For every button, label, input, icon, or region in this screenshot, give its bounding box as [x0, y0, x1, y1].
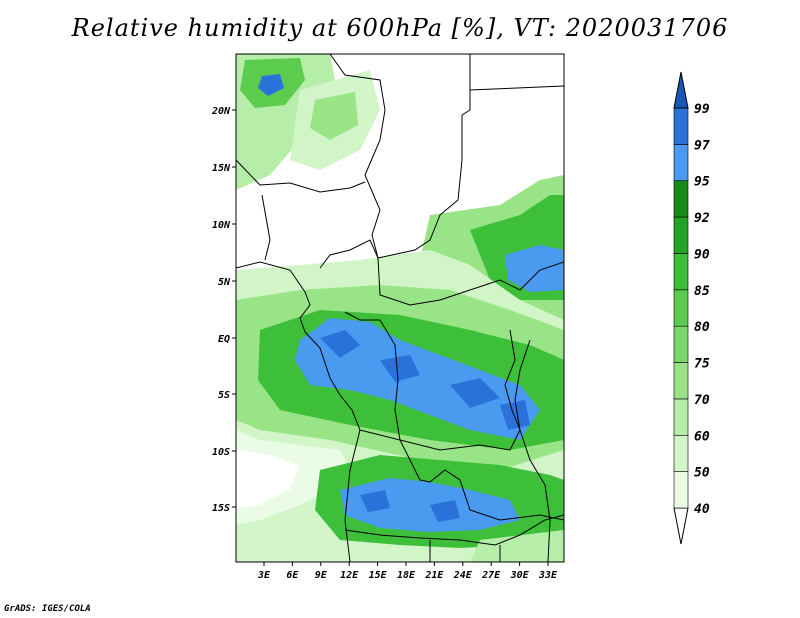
- lon-tick-label: 15E: [369, 570, 388, 581]
- border-congo: [344, 311, 531, 451]
- lon-tick-label: 3E: [257, 570, 271, 581]
- latitude-axis: 20N 15N 10N 5N EQ 5S 10S 15S: [211, 106, 236, 514]
- congo-wet-core: [295, 318, 540, 440]
- northwest-wet-spot: [258, 74, 284, 96]
- colorbar-60-70: [673, 398, 689, 436]
- colorbar-95-97: [673, 144, 689, 182]
- lon-tick-label: 12E: [340, 570, 359, 581]
- lat-tick-label: 10S: [212, 447, 230, 458]
- lon-tick-label: 30E: [510, 570, 530, 581]
- map-title: Relative humidity at 600hPa [%], VT: 202…: [71, 14, 729, 42]
- lat-tick-label: 15N: [212, 163, 231, 174]
- colorbar-level-label: 92: [694, 211, 710, 226]
- lon-tick-label: 21E: [424, 570, 444, 581]
- lon-tick-label: 18E: [397, 570, 416, 581]
- border-north-3: [236, 159, 366, 193]
- grads-credit: GrADS: IGES/COLA: [4, 604, 91, 614]
- lon-tick-label: 24E: [453, 570, 473, 581]
- colorbar-90-92: [673, 216, 689, 254]
- colorbar-70-75: [673, 362, 689, 400]
- colorbar-level-label: 80: [694, 320, 710, 335]
- colorbar-level-label: 90: [694, 247, 710, 262]
- lat-tick-label: 5N: [218, 277, 231, 288]
- border-east-lakes: [504, 329, 551, 562]
- lat-tick-label: EQ: [218, 334, 230, 345]
- colorbar-level-label: 95: [694, 175, 710, 190]
- lat-tick-label: 10N: [212, 220, 231, 231]
- congo-saturated-spots: [320, 330, 530, 430]
- colorbar-level-label: 99: [694, 102, 710, 117]
- colorbar-80-85: [673, 289, 689, 327]
- humidity-field: [236, 54, 564, 562]
- colorbar-75-80: [673, 325, 689, 363]
- colorbar-below-40: [673, 507, 689, 545]
- colorbar-level-label: 70: [694, 393, 710, 408]
- map-frame: [235, 53, 565, 563]
- lon-tick-label: 9E: [315, 570, 328, 581]
- colorbar-level-label: 97: [694, 138, 710, 153]
- colorbar-92-95: [673, 180, 689, 218]
- border-angola: [359, 429, 564, 521]
- north-central-moist-core: [310, 92, 358, 140]
- northeast-wet-cluster: [505, 245, 564, 292]
- colorbar-level-label: 60: [694, 429, 710, 444]
- lat-tick-label: 15S: [212, 503, 230, 514]
- country-borders: [236, 54, 564, 562]
- border-south: [344, 514, 564, 546]
- lat-tick-label: 5S: [218, 390, 230, 401]
- lon-tick-label: 33E: [538, 570, 558, 581]
- colorbar-97-99: [673, 107, 689, 145]
- colorbar-40-50: [673, 471, 689, 509]
- border-south-east: [429, 540, 501, 562]
- colorbar-50-60: [673, 434, 689, 472]
- colorbar-level-label: 50: [694, 466, 710, 481]
- colorbar: 40 50 60 70 75 80 85 90 92 95 97 99: [673, 71, 710, 545]
- border-car: [377, 257, 564, 306]
- colorbar-level-label: 40: [694, 502, 710, 517]
- southeast-light-area: [470, 530, 564, 562]
- border-nigeria: [261, 194, 379, 269]
- colorbar-level-label: 85: [694, 284, 710, 299]
- colorbar-above-99: [673, 71, 689, 109]
- atlantic-white-area: [236, 450, 300, 508]
- lon-tick-label: 27E: [481, 570, 501, 581]
- colorbar-level-label: 75: [694, 357, 710, 372]
- lon-tick-label: 6E: [286, 570, 299, 581]
- coastline-west-africa: [236, 261, 361, 562]
- colorbar-85-90: [673, 253, 689, 291]
- lat-tick-label: 20N: [211, 106, 231, 117]
- southern-saturated-spots: [360, 490, 460, 522]
- longitude-axis: 3E 6E 9E 12E 15E 18E 21E 24E 27E 30E 33E: [257, 562, 558, 581]
- border-north-2: [469, 85, 564, 91]
